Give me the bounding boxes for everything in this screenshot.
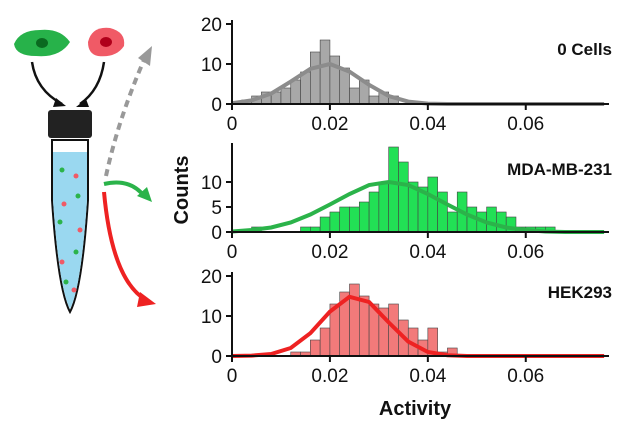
bar xyxy=(319,327,331,357)
y-tick-label: 10 xyxy=(201,55,222,76)
bar xyxy=(486,206,497,233)
panel-label: HEK293 xyxy=(548,283,612,302)
cells-in-tube xyxy=(59,173,83,293)
x-tick-label: 0.06 xyxy=(507,114,544,135)
x-tick-label: 0 xyxy=(227,366,238,387)
liquid xyxy=(53,152,87,309)
arrowhead xyxy=(137,292,156,307)
bar xyxy=(339,67,350,105)
bar xyxy=(388,146,399,233)
red-arrow xyxy=(102,191,148,302)
bar xyxy=(398,161,409,233)
bar xyxy=(447,211,458,233)
arrow xyxy=(79,61,106,106)
arrowhead xyxy=(137,187,152,202)
x-tick-label: 0.04 xyxy=(409,242,446,263)
y-tick-label: 20 xyxy=(201,15,222,36)
x-tick-label: 0.02 xyxy=(311,366,348,387)
panel-label: 0 Cells xyxy=(557,40,612,59)
bar xyxy=(349,206,360,233)
arrowhead xyxy=(138,46,152,66)
bar xyxy=(378,181,389,233)
bar xyxy=(290,79,301,105)
y-tick-label: 0 xyxy=(211,95,222,116)
y-tick-label: 0 xyxy=(211,223,222,244)
bar xyxy=(310,339,321,357)
nucleus xyxy=(36,38,48,48)
bar xyxy=(319,39,331,105)
arrowhead xyxy=(76,99,89,107)
bar xyxy=(310,51,321,105)
bar xyxy=(358,295,370,357)
y-tick-label: 0 xyxy=(211,347,222,368)
bar xyxy=(319,216,331,233)
bar xyxy=(300,71,311,105)
fit-curve xyxy=(231,294,605,358)
arrowhead xyxy=(53,98,66,107)
y-tick-label: 20 xyxy=(201,267,222,288)
x-tick-label: 0.02 xyxy=(311,242,348,263)
y-axis-label: Counts xyxy=(171,156,193,225)
bar xyxy=(349,87,360,105)
green-arrow xyxy=(103,180,146,198)
arrow xyxy=(30,61,63,106)
panel-label: MDA-MB-231 xyxy=(507,160,612,179)
bar xyxy=(368,95,380,105)
bar xyxy=(358,201,370,233)
x-tick-label: 0.06 xyxy=(507,366,544,387)
bar xyxy=(368,191,380,233)
cells-in-tube xyxy=(57,167,81,285)
tube-cap xyxy=(48,110,92,138)
x-tick-label: 0.06 xyxy=(507,242,544,263)
bar xyxy=(349,283,360,357)
bar xyxy=(329,211,341,233)
x-tick-label: 0 xyxy=(227,114,238,135)
dashed-arrow xyxy=(104,59,146,177)
y-tick-label: 5 xyxy=(211,198,222,219)
x-axis-label: Activity xyxy=(379,398,452,420)
bar xyxy=(427,176,438,233)
y-tick-label: 10 xyxy=(201,173,222,194)
bar xyxy=(280,87,292,105)
x-tick-label: 0.04 xyxy=(409,366,446,387)
y-tick-label: 10 xyxy=(201,307,222,328)
bar xyxy=(339,206,350,233)
x-tick-label: 0 xyxy=(227,242,238,263)
x-tick-label: 0.02 xyxy=(311,114,348,135)
nucleus xyxy=(100,37,112,47)
x-tick-label: 0.04 xyxy=(409,114,446,135)
diagram xyxy=(14,27,156,315)
